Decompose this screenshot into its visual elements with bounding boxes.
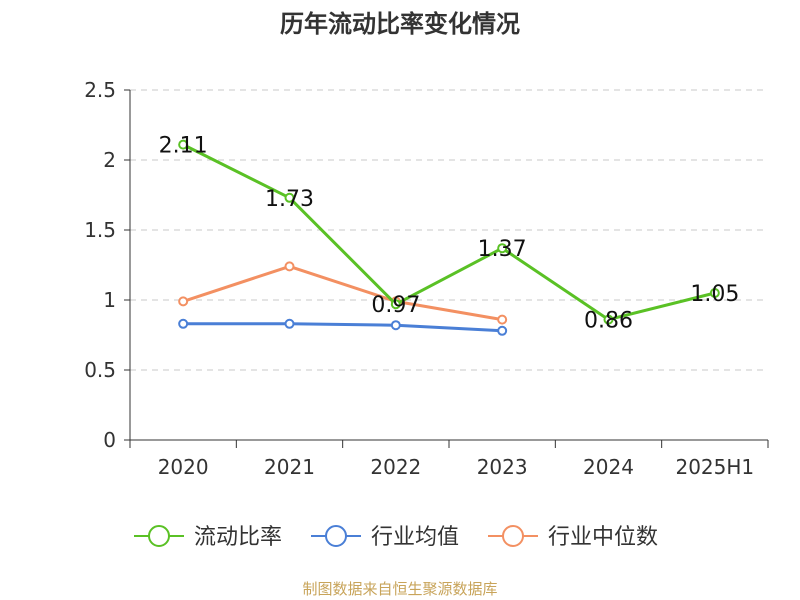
x-tick-label: 2022: [370, 455, 421, 479]
source-note: 制图数据来自恒生聚源数据库: [302, 580, 498, 598]
y-tick-label: 1: [103, 288, 116, 312]
data-point: [497, 325, 508, 336]
legend-label: 流动比率: [194, 525, 282, 550]
data-point: [390, 320, 401, 331]
data-point: [603, 314, 614, 325]
x-tick-label: 2025H1: [675, 455, 754, 479]
x-tick-label: 2023: [477, 455, 528, 479]
legend-label: 行业均值: [371, 525, 459, 550]
data-point: [709, 288, 720, 298]
series-line: [182, 264, 503, 322]
data-point: [497, 243, 508, 254]
y-tick-label: 2: [103, 148, 116, 172]
y-tick-label: 1.5: [84, 218, 116, 242]
data-point: [178, 139, 189, 150]
data-label: 1.37: [478, 237, 527, 262]
data-point: [497, 314, 508, 325]
data-point: [284, 192, 295, 203]
x-tick-label: 2024: [583, 455, 634, 479]
y-tick-label: 2.5: [84, 78, 116, 102]
y-tick-label: 0.5: [84, 358, 116, 382]
data-point: [178, 318, 189, 329]
data-label: 1.05: [690, 282, 739, 307]
data-point: [284, 318, 295, 329]
x-tick-label: 2020: [158, 455, 209, 479]
legend-label: 行业中位数: [548, 525, 658, 550]
data-point: [390, 299, 401, 310]
data-label: 0.86: [584, 309, 633, 334]
data-label: 1.73: [265, 187, 314, 212]
legend-marker: [148, 525, 170, 547]
y-tick-label: 0: [103, 428, 116, 452]
legend-marker: [325, 525, 347, 547]
legend-marker: [502, 525, 524, 547]
data-label: 2.11: [159, 134, 208, 159]
data-point: [178, 296, 189, 307]
data-point: [284, 261, 295, 272]
x-tick-label: 2021: [264, 455, 315, 479]
series-line: [183, 322, 503, 333]
data-label: 0.97: [371, 293, 420, 318]
chart-title: 历年流动比率变化情况: [280, 10, 520, 38]
series-line: [182, 143, 716, 322]
